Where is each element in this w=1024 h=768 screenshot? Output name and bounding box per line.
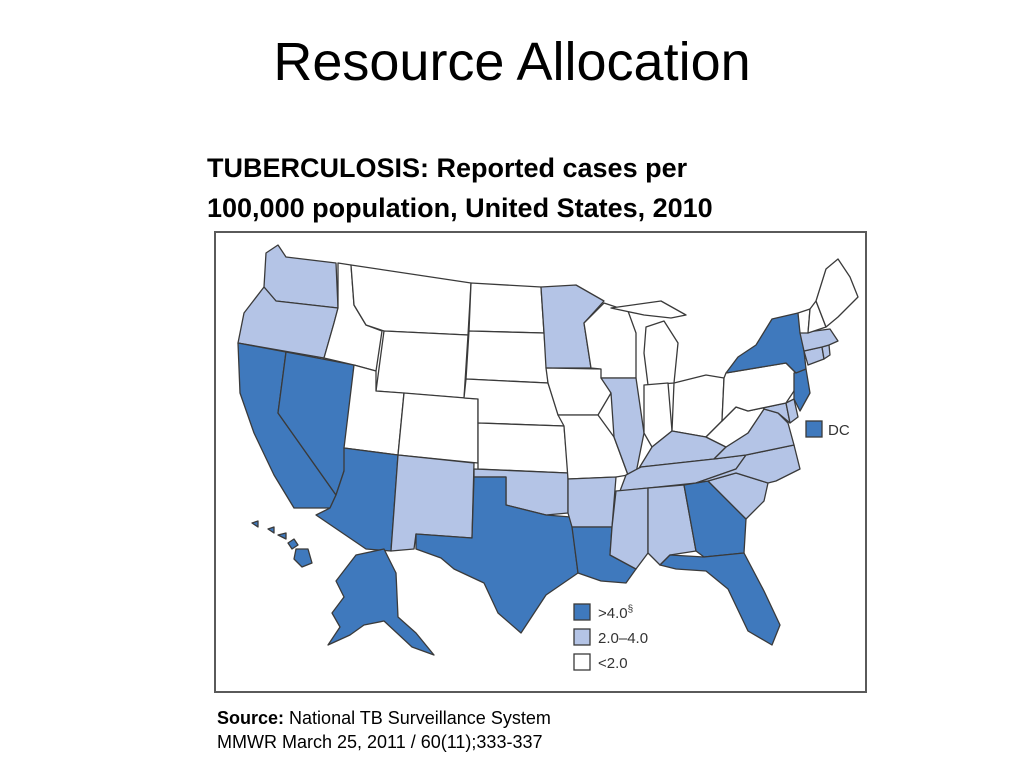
state-sd: [465, 330, 549, 384]
map-title-line-2: 100,000 population, United States, 2010: [207, 193, 713, 223]
legend-swatch-high: [573, 603, 591, 621]
state-ks: [477, 422, 569, 474]
state-fl: [659, 552, 781, 646]
source-citation: MMWR March 25, 2011 / 60(11);333-337: [217, 732, 543, 752]
state-ms: [609, 487, 649, 570]
legend-label-mid: 2.0–4.0: [598, 630, 648, 647]
state-hi: [251, 520, 313, 568]
legend-swatch-low: [573, 653, 591, 671]
state-de: [785, 398, 799, 424]
dc-label: DC: [828, 422, 850, 439]
state-ma: [799, 328, 839, 352]
source-note: Source: National TB Surveillance System …: [217, 706, 837, 754]
state-nd: [468, 282, 545, 334]
legend-label-low: <2.0: [598, 655, 628, 672]
state-tx: [415, 476, 579, 634]
state-mo: [557, 414, 629, 480]
state-ar: [567, 476, 617, 528]
state-co: [397, 392, 479, 464]
choropleth-map: DC >4.0§ 2.0–4.0 <2.0: [214, 231, 867, 693]
state-wa: [263, 244, 339, 309]
state-ak: [327, 548, 435, 656]
dc-swatch: [805, 420, 823, 438]
legend-label-high: >4.0§: [598, 604, 633, 622]
map-title: TUBERCULOSIS: Reported cases per 100,000…: [207, 148, 847, 228]
state-wy: [375, 330, 469, 399]
map-legend: >4.0§ 2.0–4.0 <2.0: [573, 603, 648, 672]
legend-swatch-mid: [573, 628, 591, 646]
state-nj: [793, 368, 811, 412]
map-title-line-1: TUBERCULOSIS: Reported cases per: [207, 153, 688, 183]
source-label: Source:: [217, 708, 285, 728]
state-nc: [695, 444, 801, 484]
state-mt: [350, 264, 472, 336]
slide-title: Resource Allocation: [273, 32, 751, 92]
states-layer: [237, 244, 859, 656]
state-me: [815, 258, 859, 328]
state-ny: [725, 312, 807, 374]
us-map-svg: DC >4.0§ 2.0–4.0 <2.0: [237, 244, 859, 672]
source-text: National TB Surveillance System: [289, 708, 551, 728]
